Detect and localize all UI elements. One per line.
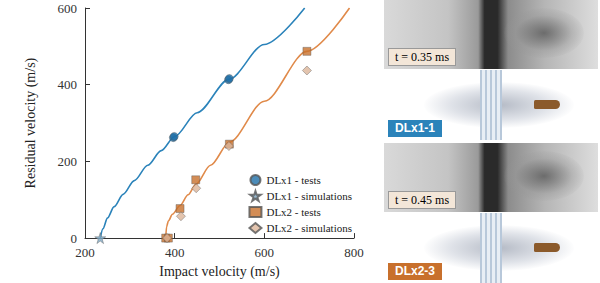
svg-text:400: 400 [165, 245, 185, 260]
svg-text:400: 400 [58, 77, 78, 92]
svg-text:600: 600 [255, 245, 275, 260]
svg-text:DLx2 - tests: DLx2 - tests [266, 206, 320, 218]
svg-text:800: 800 [344, 245, 364, 260]
svg-text:Residual velocity (m/s): Residual velocity (m/s) [23, 57, 39, 188]
svg-text:DLx2 - simulations: DLx2 - simulations [266, 222, 352, 234]
html-text:DLx1-1: DLx1-1 [395, 121, 435, 135]
html-text:t = 0.45 ms: t = 0.45 ms [395, 193, 450, 207]
svg-text:600: 600 [58, 1, 78, 16]
svg-text:0: 0 [71, 231, 78, 246]
svg-text:Impact velocity (m/s): Impact velocity (m/s) [159, 264, 280, 280]
html-text:t = 0.35 ms: t = 0.35 ms [395, 50, 450, 64]
svg-text:200: 200 [58, 154, 78, 169]
svg-text:DLx1 - simulations: DLx1 - simulations [266, 190, 352, 202]
html-text:DLx2-3: DLx2-3 [395, 264, 435, 278]
svg-text:200: 200 [75, 245, 95, 260]
svg-text:DLx1 - tests: DLx1 - tests [266, 174, 320, 186]
